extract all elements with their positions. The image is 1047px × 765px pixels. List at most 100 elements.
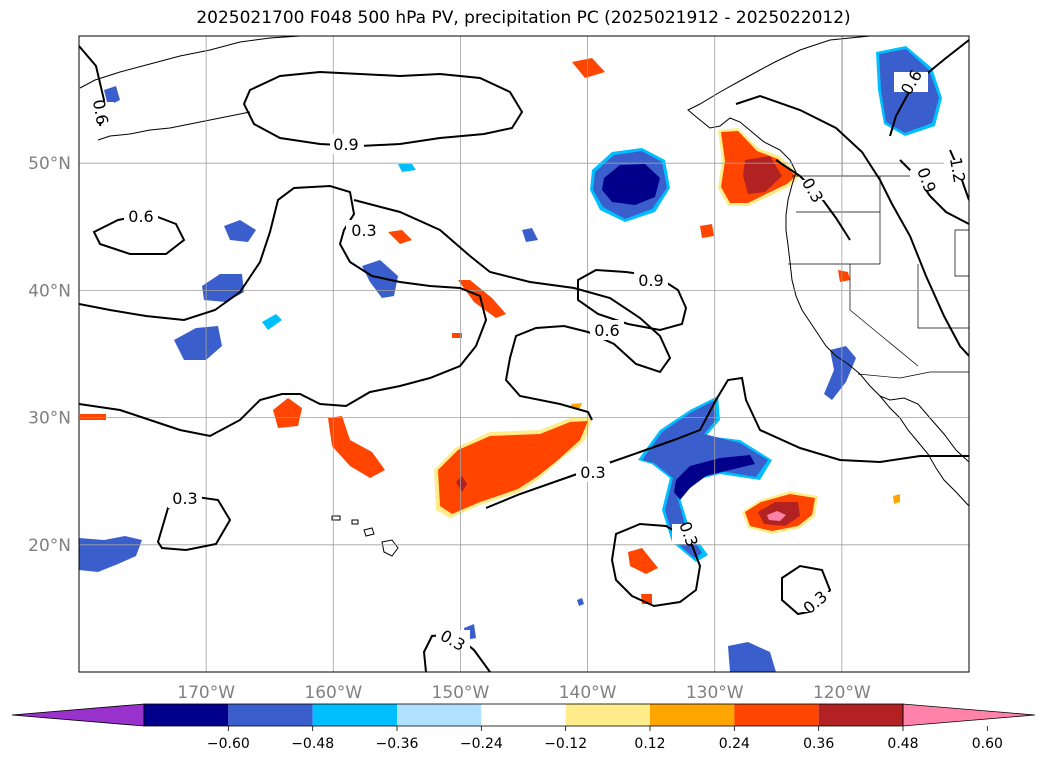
precip-blob-small-h <box>577 598 584 606</box>
precip-blob-west-pacific-b <box>328 416 385 478</box>
lat-tick-label: 50°N <box>28 154 71 174</box>
colorbar-segment <box>565 704 650 726</box>
precip-blob-coast-a <box>700 224 714 238</box>
colorbar-tick-label: 0.12 <box>634 736 665 752</box>
lat-tick-label: 40°N <box>28 281 71 301</box>
contour-label-bg <box>798 592 832 612</box>
precip-blob-far-south <box>728 642 776 672</box>
precip-blob-small-b <box>571 403 582 408</box>
contour-label-bg <box>436 630 470 650</box>
precip-blob-coast-b <box>838 270 850 282</box>
precip-blob-small-e <box>398 164 416 172</box>
baja-gulf-coast <box>879 395 969 463</box>
contour-0.9-north-loop <box>242 70 524 148</box>
lon-tick-label: 120°W <box>813 683 871 703</box>
contour-label-0.3-west: 0.3 <box>172 489 197 508</box>
precip-blob-west-a <box>202 274 244 302</box>
colorbar-tick-label: −0.36 <box>376 736 419 752</box>
precip-blob-small-c <box>893 494 900 504</box>
contour-label-0.9-east: 0.9 <box>638 271 663 290</box>
lon-tick-label: 160°W <box>304 683 362 703</box>
colorbar-segment <box>144 704 229 726</box>
contour-label-0.3-south: 0.3 <box>580 463 605 482</box>
contour-0.3-west-basin <box>79 184 488 438</box>
colorbar-tick-label: 0.24 <box>719 736 750 752</box>
maui <box>363 527 375 537</box>
contour-label-bg <box>944 160 969 180</box>
hawaii-big-island <box>381 539 399 557</box>
plot-background <box>79 36 969 672</box>
precip-blob-small-d <box>262 314 282 330</box>
colorbar-extend-low <box>11 703 145 727</box>
colorbar-tick-label: 0.36 <box>803 736 834 752</box>
aleutian-islands <box>97 111 251 141</box>
precip-blob-far-west <box>80 414 106 420</box>
lon-tick-label: 130°W <box>686 683 744 703</box>
state-line-az <box>917 264 969 329</box>
latitude-tick-labels: 20°N 30°N 40°N 50°N <box>28 154 71 556</box>
colorbar-tick-label: −0.48 <box>291 736 334 752</box>
precip-blob-subtropic-arc-core <box>674 455 755 500</box>
contour-label-bg <box>346 220 380 240</box>
contour-label-bg <box>124 206 158 226</box>
hawaiian-islands <box>331 515 399 557</box>
lon-tick-label: 140°W <box>559 683 617 703</box>
colorbar-segment <box>481 704 566 726</box>
precip-blob-mid-a <box>458 280 506 318</box>
alaska-coast <box>79 36 301 89</box>
precip-blob-mid-b <box>388 230 412 244</box>
plot-frame <box>78 35 970 673</box>
lat-tick-label: 30°N <box>28 409 71 429</box>
longitude-tick-labels: 170°W 160°W 150°W 140°W 130°W 120°W <box>177 683 871 703</box>
contour-label-0.3-mid: 0.3 <box>351 221 376 240</box>
precip-positive-regions <box>80 58 900 604</box>
contour-label-0.6-mid: 0.6 <box>594 321 619 340</box>
coastlines <box>79 36 969 507</box>
colorbar: −0.60 −0.48 −0.36 −0.24 −0.12 0.12 0.24 0.36 0.4… <box>11 703 1036 752</box>
precip-blob-west-b <box>174 326 222 360</box>
contour-label-1.2-canada: 1.2 <box>946 156 969 184</box>
precip-blob-subtropic-east-peak <box>767 511 786 521</box>
precip-blob-aleutian <box>104 86 120 106</box>
contour-label-0.6-west: 0.6 <box>128 207 153 226</box>
lat-tick-label: 20°N <box>28 536 71 556</box>
precip-blob-west-c <box>224 220 256 242</box>
lon-tick-label: 170°W <box>177 683 235 703</box>
precip-blob-central-pacific-core <box>438 421 588 514</box>
contour-label-bg <box>168 488 202 508</box>
contour-label-bg <box>88 102 114 122</box>
precip-blob-pnw-peak <box>743 156 782 194</box>
precip-blob-baja <box>824 346 856 400</box>
us-mexico-border <box>857 371 969 379</box>
precip-blob-small-f <box>522 228 538 242</box>
precip-negative-regions <box>79 46 942 672</box>
colorbar-extend-high <box>902 703 1036 727</box>
colorbar-segment <box>650 704 735 726</box>
precip-blob-west-pacific-a <box>273 398 302 428</box>
contour-0.9-east <box>577 268 688 332</box>
north-america-coastline <box>687 36 969 507</box>
colorbar-segment <box>397 704 482 726</box>
contour-label-0.6-north-west: 0.6 <box>89 98 112 126</box>
contour-label-bg <box>330 134 364 154</box>
precip-blob-south-a <box>628 548 658 574</box>
contour-label-bg <box>894 72 928 92</box>
state-line-nv <box>849 264 919 367</box>
map-title: 2025021700 F048 500 hPa PV, precipitatio… <box>196 8 851 28</box>
colorbar-tick-label: 0.60 <box>972 736 1003 752</box>
contour-pnw-ridge <box>735 94 969 357</box>
contour-label-0.9-north: 0.9 <box>333 135 358 154</box>
precip-blob-west-d <box>362 260 398 298</box>
colorbar-segment <box>312 704 397 726</box>
colorbar-tick-label: −0.12 <box>544 736 587 752</box>
kauai <box>331 515 341 521</box>
colorbar-frame <box>143 703 904 727</box>
colorbar-tick-label: 0.48 <box>887 736 918 752</box>
precip-blob-small-a <box>452 333 462 338</box>
contour-label-bg <box>576 462 610 482</box>
precip-blob-central-pacific-peak <box>456 476 467 492</box>
precip-blob-north-a <box>572 58 605 78</box>
colorbar-segment <box>734 704 819 726</box>
contour-label-bg <box>590 320 624 340</box>
